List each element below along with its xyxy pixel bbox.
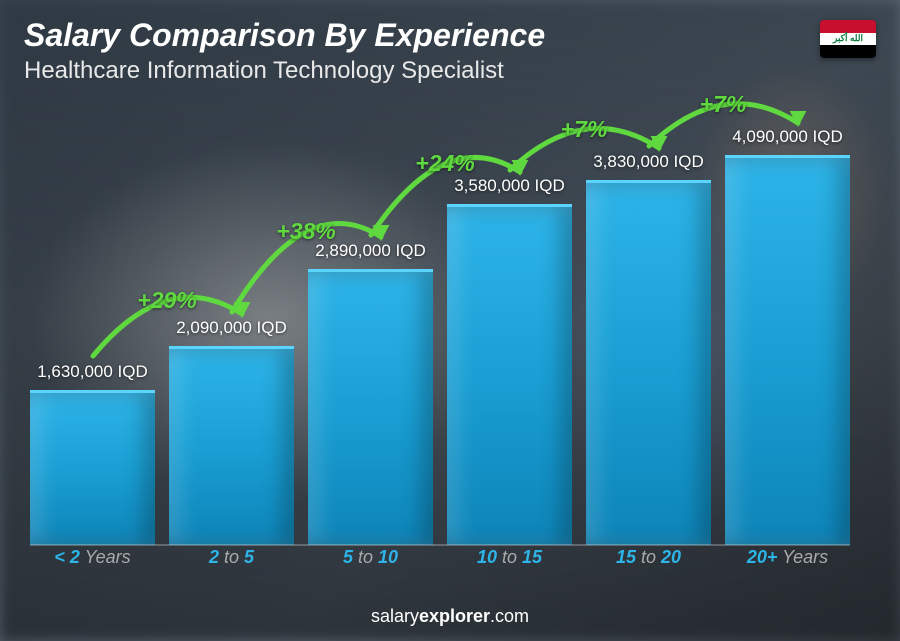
chart-title: Salary Comparison By Experience	[24, 18, 830, 53]
footer-bold: explorer	[419, 606, 490, 626]
delta-pct-4: +7%	[683, 91, 763, 118]
bar-group-2: 2,890,000 IQD	[308, 241, 433, 545]
bar	[169, 346, 294, 545]
bar-value-label: 1,630,000 IQD	[37, 362, 148, 382]
header: Salary Comparison By Experience Healthca…	[24, 18, 830, 85]
footer-attribution: salaryexplorer.com	[0, 606, 900, 627]
bar	[30, 390, 155, 545]
bar-chart: 1,630,000 IQD 2,090,000 IQD 2,890,000 IQD 3…	[30, 85, 850, 575]
baseline	[30, 544, 850, 546]
bar-group-1: 2,090,000 IQD	[169, 318, 294, 545]
delta-pct-0: +29%	[127, 287, 207, 314]
x-label-3: 10 to 15	[447, 547, 572, 575]
x-label-5: 20+ Years	[725, 547, 850, 575]
flag-stripe-top	[820, 20, 876, 33]
country-flag-iraq: الله أكبر	[820, 20, 876, 58]
bar-group-3: 3,580,000 IQD	[447, 176, 572, 545]
x-label-4: 15 to 20	[586, 547, 711, 575]
bar	[586, 180, 711, 545]
delta-pct-3: +7%	[544, 116, 624, 143]
bar-value-label: 4,090,000 IQD	[732, 127, 843, 147]
bar-group-4: 3,830,000 IQD	[586, 152, 711, 545]
footer-prefix: salary	[371, 606, 419, 626]
footer-suffix: .com	[490, 606, 529, 626]
bar-value-label: 2,090,000 IQD	[176, 318, 287, 338]
chart-subtitle: Healthcare Information Technology Specia…	[24, 57, 830, 85]
flag-stripe-bot	[820, 45, 876, 58]
delta-pct-2: +24%	[405, 150, 485, 177]
x-label-2: 5 to 10	[308, 547, 433, 575]
x-labels-container: < 2 Years 2 to 5 5 to 10 10 to 15 15 to 20 20…	[30, 547, 850, 575]
bar	[725, 155, 850, 545]
bar	[308, 269, 433, 545]
bar-value-label: 3,580,000 IQD	[454, 176, 565, 196]
bar-value-label: 3,830,000 IQD	[593, 152, 704, 172]
x-label-1: 2 to 5	[169, 547, 294, 575]
bar	[447, 204, 572, 545]
bar-group-0: 1,630,000 IQD	[30, 362, 155, 545]
delta-pct-1: +38%	[266, 218, 346, 245]
flag-script: الله أكبر	[820, 33, 876, 46]
x-label-0: < 2 Years	[30, 547, 155, 575]
bar-group-5: 4,090,000 IQD	[725, 127, 850, 545]
